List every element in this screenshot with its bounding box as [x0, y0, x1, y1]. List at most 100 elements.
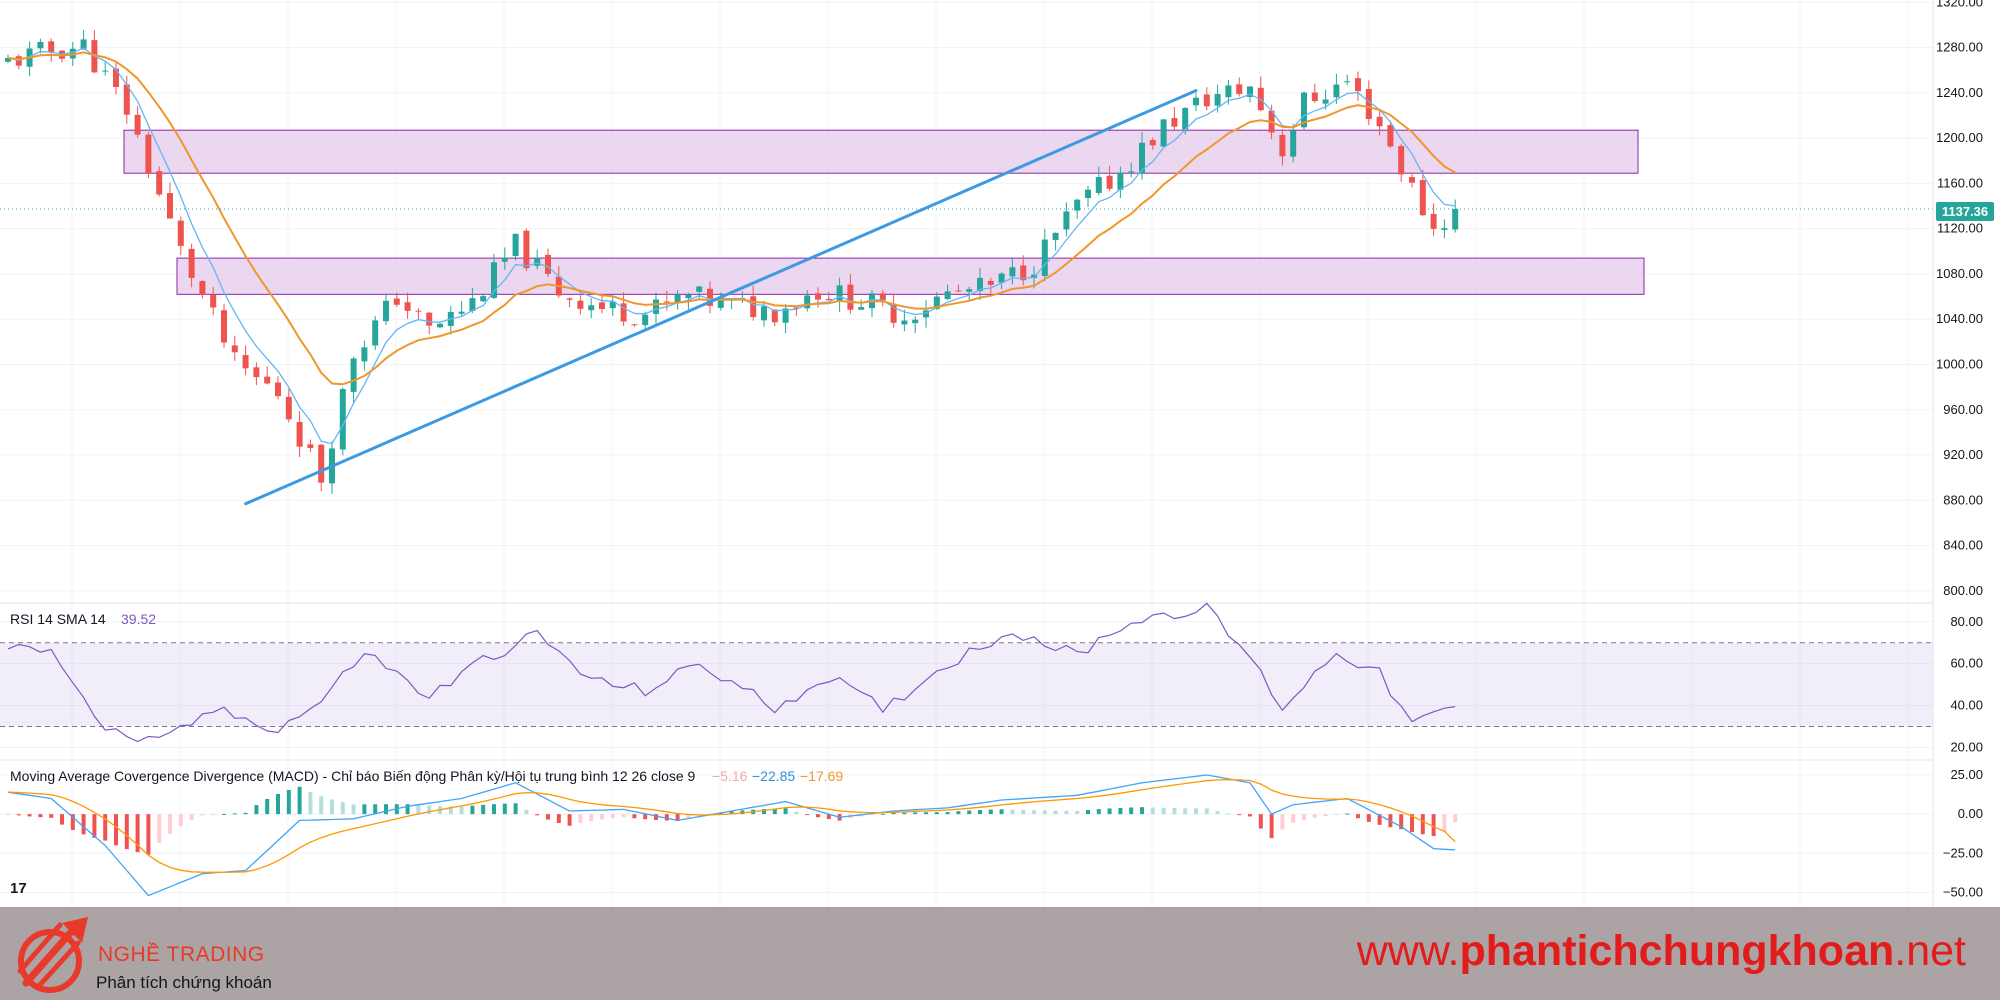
candle-body — [1365, 88, 1372, 119]
rsi-tick-label: 40.00 — [1950, 698, 1983, 713]
macd-histogram-bar — [913, 812, 918, 815]
candle-body — [912, 319, 919, 324]
candle-body — [393, 298, 400, 305]
trading-chart[interactable]: 800.00 840.00 880.00 920.00 960.00 1000.00 104… — [0, 0, 2000, 907]
candle-body — [210, 294, 217, 308]
price-tick-label: 800.00 — [1943, 583, 1983, 598]
candle-body — [923, 310, 929, 318]
macd-histogram-bar — [535, 814, 540, 816]
macd-histogram-bar — [211, 814, 216, 816]
candle-body — [350, 358, 357, 392]
macd-histogram-bar — [1280, 814, 1285, 830]
candle-body — [1171, 118, 1178, 127]
candle-body — [1020, 265, 1027, 281]
price-axis: 800.00 840.00 880.00 920.00 960.00 1000.00 104… — [1936, 0, 1983, 899]
macd-histogram-bar — [956, 811, 961, 815]
macd-histogram-bar — [405, 804, 410, 815]
candle-body — [275, 382, 281, 397]
macd-histogram-bar — [351, 804, 356, 815]
ma-fast-line — [7, 47, 1456, 445]
macd-histogram-bar — [1075, 810, 1080, 815]
macd-histogram-bar — [934, 812, 939, 815]
candle-body — [383, 300, 389, 322]
macd-histogram-bar — [243, 812, 248, 815]
macd-histogram-bar — [513, 803, 518, 815]
candle-body — [1279, 134, 1286, 157]
rsi-band — [0, 642, 1933, 727]
candle-body — [696, 286, 703, 292]
macd-histogram-bar — [589, 814, 594, 822]
candle-body — [663, 301, 670, 303]
candle-body — [750, 296, 757, 318]
candle-body — [156, 171, 163, 195]
macd-histogram-bar — [794, 811, 799, 815]
support-zone — [176, 257, 1645, 295]
candle-body — [1203, 94, 1210, 107]
macd-histogram-bar — [16, 814, 21, 816]
macd-histogram-bar — [988, 809, 993, 815]
price-tick-label: 1080.00 — [1936, 266, 1983, 281]
brand-tagline: Phân tích chứng khoán — [96, 973, 272, 992]
candlestick-series — [5, 29, 1459, 494]
rocket-logo-icon — [17, 917, 88, 993]
macd-histogram-bar — [546, 814, 550, 820]
signal-line — [7, 779, 1456, 873]
ascending-trendline — [244, 89, 1198, 506]
candle-body — [372, 320, 379, 346]
candle-body — [609, 301, 616, 309]
macd-histogram-bar — [600, 814, 604, 820]
macd-histogram-bar — [1345, 813, 1350, 815]
macd-histogram-bar — [880, 813, 885, 815]
candle-body — [469, 298, 476, 311]
candle-body — [642, 314, 649, 326]
candle-body — [858, 307, 865, 310]
macd-histogram-bar — [826, 814, 831, 820]
candle-body — [1193, 97, 1199, 106]
candle-body — [415, 310, 422, 312]
candle-body — [188, 248, 195, 278]
candle-body — [231, 345, 238, 353]
candle-body — [717, 297, 724, 308]
macd-histogram-bar — [200, 814, 205, 816]
macd-histogram-bar — [556, 814, 561, 823]
macd-histogram-bar — [891, 812, 896, 815]
macd-histogram-bar — [621, 814, 626, 818]
candle-body — [987, 280, 994, 285]
macd-histogram-bar — [319, 796, 324, 815]
candle-body — [782, 308, 789, 323]
macd-histogram-bar — [1269, 814, 1274, 839]
candle-body — [566, 298, 573, 300]
price-tick-label: 1040.00 — [1936, 311, 1983, 326]
macd-histogram-bar — [1096, 809, 1101, 815]
candle-body — [1333, 84, 1340, 98]
candle-body — [102, 70, 109, 72]
candle-body — [1355, 78, 1361, 92]
candle-body — [1301, 92, 1307, 128]
tradingview-logo[interactable]: 17 — [10, 880, 27, 897]
candle-body — [1430, 213, 1437, 229]
candle-body — [620, 303, 627, 322]
candle-body — [1149, 139, 1156, 146]
price-tick-label: 1240.00 — [1936, 85, 1983, 100]
candle-body — [426, 312, 433, 326]
price-tick-label: 1320.00 — [1936, 0, 1983, 9]
macd-histogram-bar — [362, 804, 367, 815]
macd-histogram-bar — [999, 809, 1004, 815]
candle-body — [1074, 199, 1081, 211]
candle-body — [199, 281, 206, 295]
candle-body — [545, 254, 551, 274]
macd-histogram-bar — [70, 814, 75, 831]
candle-body — [1452, 209, 1459, 230]
candle-body — [264, 376, 271, 384]
trendline[interactable] — [244, 89, 1198, 506]
macd-histogram-bar — [664, 814, 669, 821]
candle-body — [339, 389, 346, 450]
macd-histogram-bar — [492, 804, 496, 815]
macd-histogram-bar — [805, 814, 810, 816]
website-link[interactable]: www.phantichchungkhoan.net — [1357, 927, 1966, 976]
candle-body — [825, 298, 832, 301]
macd-histogram-bar — [1226, 813, 1231, 815]
macd-histogram-bar — [1183, 808, 1188, 815]
candle-body — [1085, 189, 1091, 199]
macd-histogram-bar — [27, 814, 32, 817]
